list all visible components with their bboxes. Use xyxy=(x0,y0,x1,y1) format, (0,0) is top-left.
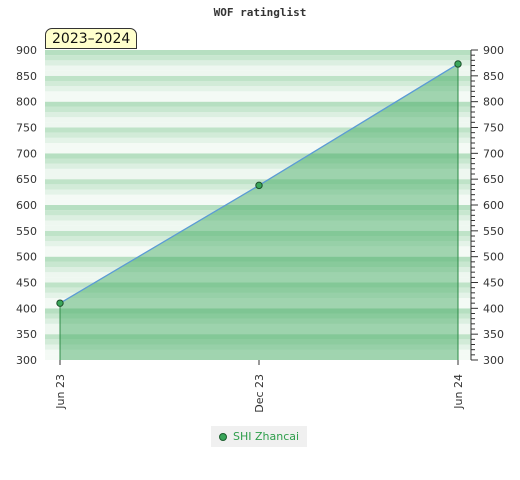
data-point-1 xyxy=(255,181,263,190)
y-tick-label-left: 800 xyxy=(16,96,37,109)
grid-band xyxy=(45,251,471,257)
grid-band xyxy=(45,163,471,169)
grid-band xyxy=(45,81,471,87)
grid-band xyxy=(45,112,471,118)
y-tick-label-left: 650 xyxy=(16,173,37,186)
grid-band xyxy=(45,261,471,267)
legend-marker-icon xyxy=(219,432,227,441)
grid-band xyxy=(45,267,471,273)
grid-band xyxy=(45,230,471,236)
grid-band xyxy=(45,323,471,329)
grid-band xyxy=(45,272,471,278)
y-tick-label-left: 700 xyxy=(16,147,37,160)
period-badge: 2023–2024 xyxy=(45,28,138,49)
legend-label: SHI Zhancai xyxy=(233,430,300,443)
legend[interactable]: SHI Zhancai xyxy=(211,426,308,447)
grid-band xyxy=(45,106,471,112)
grid-band xyxy=(45,158,471,164)
grid-band xyxy=(45,194,471,200)
chart-title: WOF ratinglist xyxy=(213,6,307,19)
y-tick-label-right: 700 xyxy=(483,147,504,160)
y-tick-label-left: 300 xyxy=(16,354,37,367)
y-tick-label-left: 600 xyxy=(16,199,37,212)
grid-band xyxy=(45,215,471,221)
grid-band xyxy=(45,313,471,319)
grid-band xyxy=(45,132,471,138)
grid-band xyxy=(45,148,471,154)
data-point-0 xyxy=(56,299,64,307)
grid-band xyxy=(45,91,471,97)
grid-band xyxy=(45,241,471,247)
grid-band xyxy=(45,292,471,298)
grid-band xyxy=(45,117,471,123)
grid-band xyxy=(45,339,471,345)
grid-band xyxy=(45,287,471,293)
grid-band xyxy=(45,220,471,226)
grid-band xyxy=(45,354,471,360)
grid-band xyxy=(45,277,471,283)
y-tick-label-right: 300 xyxy=(483,354,504,367)
y-tick-label-right: 850 xyxy=(483,70,504,83)
y-tick-label-left: 450 xyxy=(16,277,37,290)
grid-band xyxy=(45,225,471,231)
grid-band xyxy=(45,86,471,92)
series-area xyxy=(60,63,458,360)
grid-band xyxy=(45,174,471,180)
grid-band xyxy=(45,143,471,149)
grid-band xyxy=(45,153,471,159)
grid-band xyxy=(45,318,471,324)
grid-band xyxy=(45,96,471,102)
y-tick-label-right: 350 xyxy=(483,328,504,341)
grid-band xyxy=(45,122,471,128)
x-tick-label: Dec 23 xyxy=(253,374,266,413)
y-tick-label-right: 550 xyxy=(483,225,504,238)
grid-band xyxy=(45,60,471,66)
grid-band xyxy=(45,65,471,71)
x-tick-label: Jun 23 xyxy=(54,374,67,410)
grid-band xyxy=(45,303,471,309)
grid-band xyxy=(45,127,471,133)
grid-band xyxy=(45,199,471,205)
grid-band xyxy=(45,246,471,252)
grid-band xyxy=(45,349,471,355)
x-tick-label: Jun 24 xyxy=(452,374,465,410)
data-point-2 xyxy=(454,60,462,68)
grid-band xyxy=(45,205,471,211)
grid-band xyxy=(45,168,471,174)
y-tick-label-left: 500 xyxy=(16,251,37,264)
grid-band xyxy=(45,282,471,288)
grid-band xyxy=(45,50,471,56)
grid-band xyxy=(45,189,471,195)
grid-band xyxy=(45,75,471,81)
grid-band xyxy=(45,236,471,242)
grid-band xyxy=(45,344,471,350)
y-tick-label-right: 650 xyxy=(483,173,504,186)
y-tick-label-left: 350 xyxy=(16,328,37,341)
grid-band xyxy=(45,137,471,143)
grid-band xyxy=(45,210,471,216)
grid-band xyxy=(45,334,471,340)
grid-band xyxy=(45,298,471,304)
y-tick-label-right: 800 xyxy=(483,96,504,109)
y-tick-label-right: 400 xyxy=(483,302,504,315)
y-tick-label-left: 850 xyxy=(16,70,37,83)
grid-band xyxy=(45,179,471,185)
grid-band xyxy=(45,256,471,262)
grid-band xyxy=(45,329,471,335)
y-tick-label-right: 750 xyxy=(483,122,504,135)
y-tick-label-left: 750 xyxy=(16,122,37,135)
grid-band xyxy=(45,308,471,314)
y-tick-label-left: 400 xyxy=(16,302,37,315)
y-tick-label-right: 600 xyxy=(483,199,504,212)
y-tick-label-left: 900 xyxy=(16,44,37,57)
y-tick-label-right: 500 xyxy=(483,251,504,264)
grid-band xyxy=(45,70,471,76)
grid-band xyxy=(45,101,471,107)
y-tick-label-left: 550 xyxy=(16,225,37,238)
y-tick-label-right: 900 xyxy=(483,44,504,57)
y-tick-label-right: 450 xyxy=(483,277,504,290)
grid-band xyxy=(45,55,471,61)
